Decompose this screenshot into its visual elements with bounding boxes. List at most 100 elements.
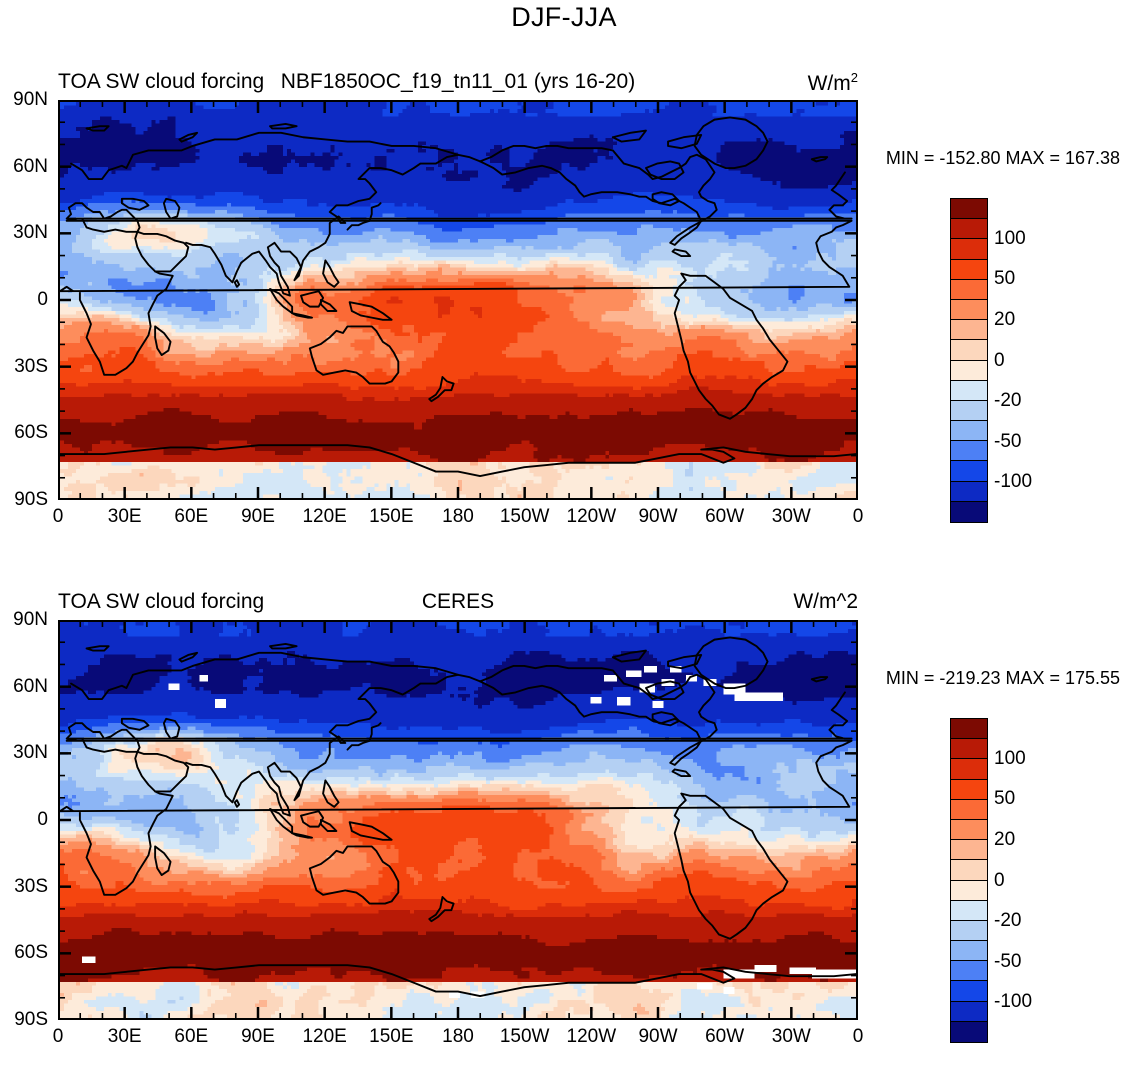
x-tick-label: 120E <box>302 1026 347 1047</box>
colorbar-top[interactable] <box>950 198 988 523</box>
y-tick-label: 60S <box>14 942 48 964</box>
panel-observation: TOA SW cloud forcing CERES W/m^2 90N 60N 3… <box>0 590 1128 1070</box>
colorbar-cell <box>951 219 987 240</box>
contour-band <box>60 927 856 983</box>
map-plot-top <box>58 100 858 500</box>
colorbar-cell <box>951 360 987 381</box>
contour-band <box>60 722 856 810</box>
y-tick-label: 60N <box>13 675 48 697</box>
y-tick-label: 60S <box>14 422 48 444</box>
colorbar-cell <box>951 199 987 220</box>
y-tick-label: 90S <box>14 489 48 510</box>
contour-band <box>60 805 856 911</box>
colorbar-tick-label: 100 <box>994 227 1026 249</box>
x-tick-label: 0 <box>52 506 64 527</box>
contour-band <box>60 888 856 918</box>
panel-dataset-label-bottom: CERES <box>421 590 495 613</box>
x-tick-label: 0 <box>852 506 864 527</box>
colorbar-cell <box>951 739 987 760</box>
x-tick-label: 60E <box>174 506 209 527</box>
colorbar-group-top: MIN = -152.80 MAX = 167.38 100 50 20 0 -20 -5… <box>878 70 1128 550</box>
colorbar-cell <box>951 1021 987 1042</box>
x-tick-label: 150W <box>499 506 550 527</box>
x-tick-label: 30E <box>107 506 142 527</box>
colorbar-bottom[interactable] <box>950 718 988 1043</box>
colorbar-cell <box>951 880 987 901</box>
contour-band <box>60 213 856 491</box>
colorbar-cell <box>951 941 987 962</box>
colorbar-cell <box>951 920 987 942</box>
colorbar-group-bottom: MIN = -219.23 MAX = 175.55 100 50 20 0 -20 -5… <box>878 590 1128 1070</box>
colorbar-cell <box>951 719 987 740</box>
colorbar-tick-label: -20 <box>994 390 1022 412</box>
panel-units-label-bottom: W/m^2 <box>793 590 858 613</box>
x-tick-label: 180 <box>442 506 474 527</box>
panel-variable-label-bottom: TOA SW cloud forcing <box>58 590 265 613</box>
x-tick-label: 150W <box>499 1026 550 1047</box>
contour-band <box>60 224 856 498</box>
x-tick-label: 150E <box>369 506 414 527</box>
colorbar-tick-label: 50 <box>994 788 1016 810</box>
colorbar-tick-label: -50 <box>994 430 1022 452</box>
x-tick-label: 90E <box>241 1026 275 1047</box>
missing-data-blocks <box>82 665 856 999</box>
map-canvas-bottom <box>60 622 856 1018</box>
colorbar-cell <box>951 461 987 482</box>
colorbar-cell <box>951 501 987 522</box>
colorbar-cell <box>951 380 987 401</box>
units-text-top: W/m <box>807 72 851 95</box>
x-tick-label: 90W <box>638 506 678 527</box>
x-tick-label: 60W <box>705 1026 745 1047</box>
latitude-axis-labels-bottom: 90N 60N 30N 0 30S 60S 90S <box>0 609 52 1030</box>
colorbar-cell <box>951 320 987 341</box>
figure-title: DJF-JJA <box>511 2 617 32</box>
longitude-axis-labels-top: 0 30E 60E 90E 120E 150E 180 150W 120W 90W 60W 30W 0 <box>53 506 864 532</box>
map-canvas-top <box>60 102 856 498</box>
colorbar-tick-label: -50 <box>994 950 1022 972</box>
x-tick-label: 90E <box>241 506 275 527</box>
y-tick-label: 30S <box>14 875 48 897</box>
contour-band <box>60 278 856 380</box>
latitude-axis-labels-top: 90N 60N 30N 0 30S 60S 90S <box>0 89 52 510</box>
contour-band <box>60 209 856 322</box>
x-tick-label: 0 <box>52 1026 64 1047</box>
panel-dataset-label-top: NBF1850OC_f19_tn11_01 (yrs 16-20) <box>280 70 636 93</box>
y-tick-label: 90N <box>13 89 48 110</box>
panel-model: TOA SW cloud forcing NBF1850OC_f19_tn11_… <box>0 70 1128 550</box>
y-tick-label: 30S <box>14 355 48 377</box>
colorbar-labels-bottom: 100 50 20 0 -20 -50 -100 <box>994 718 1114 1043</box>
panel-header-bottom: TOA SW cloud forcing CERES W/m^2 <box>58 590 858 616</box>
x-tick-label: 120W <box>566 1026 617 1047</box>
y-tick-label: 30N <box>13 222 48 244</box>
minmax-stats-bottom: MIN = -219.23 MAX = 175.55 <box>885 668 1121 688</box>
contour-band <box>60 386 856 463</box>
x-tick-label: 30W <box>771 506 811 527</box>
colorbar-cell <box>951 421 987 442</box>
colorbar-cell <box>951 239 987 260</box>
colorbar-tick-label: 0 <box>994 349 1005 371</box>
contour-band <box>60 282 856 391</box>
y-tick-label: 0 <box>37 809 48 830</box>
colorbar-cell <box>951 860 987 881</box>
contour-band <box>60 910 856 983</box>
colorbar-cell <box>951 400 987 422</box>
x-tick-label: 180 <box>442 1026 474 1047</box>
colorbar-cell <box>951 481 987 502</box>
contour-band <box>60 296 856 401</box>
coastlines <box>60 117 856 476</box>
colorbar-cell <box>951 840 987 861</box>
x-tick-label: 0 <box>852 1026 864 1047</box>
contour-band <box>60 267 856 369</box>
contour-band <box>60 740 856 1018</box>
colorbar-cell <box>951 779 987 800</box>
contour-band <box>60 407 856 463</box>
contour-band <box>60 798 856 900</box>
colorbar-tick-label: -100 <box>994 991 1033 1013</box>
x-tick-label: 90W <box>638 1026 678 1047</box>
colorbar-tick-label: -20 <box>994 910 1022 932</box>
y-tick-label: 0 <box>37 289 48 310</box>
colorbar-cell <box>951 441 987 462</box>
longitude-axis-labels-bottom: 0 30E 60E 90E 120E 150E 180 150W 120W 90W 60W 30W 0 <box>53 1026 864 1052</box>
colorbar-cell <box>951 981 987 1002</box>
colorbar-cell <box>951 759 987 780</box>
